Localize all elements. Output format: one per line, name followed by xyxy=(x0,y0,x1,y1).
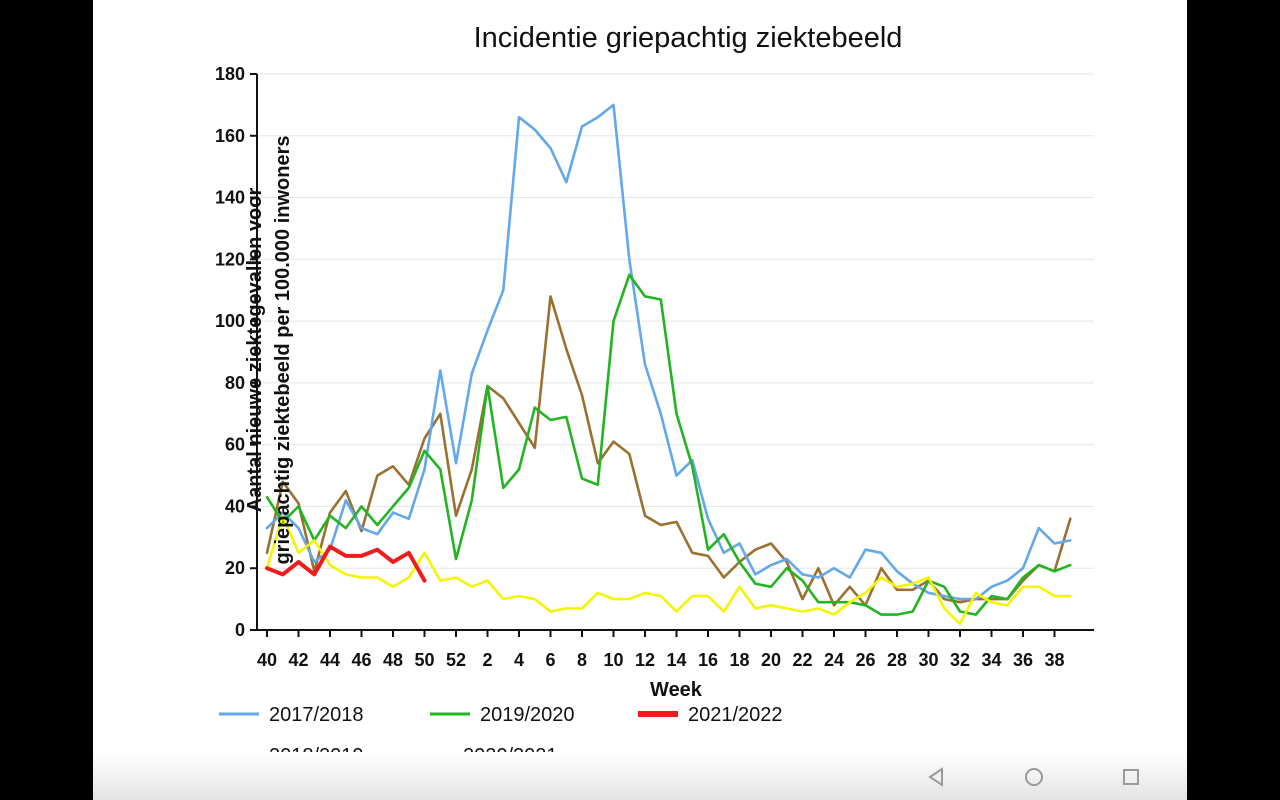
x-tick-label: 18 xyxy=(729,650,749,670)
chart: Incidentie griepachtig ziektebeeld 02040… xyxy=(215,22,1094,767)
x-tick-label: 24 xyxy=(824,650,844,670)
y-tick-label: 60 xyxy=(225,435,245,455)
x-tick-label: 16 xyxy=(698,650,718,670)
recents-icon[interactable] xyxy=(1111,764,1151,792)
y-tick-label: 20 xyxy=(225,558,245,578)
x-tick-label: 8 xyxy=(577,650,587,670)
x-tick-label: 38 xyxy=(1044,650,1064,670)
x-tick-label: 44 xyxy=(320,650,340,670)
series-layer xyxy=(265,103,1072,626)
x-axis-ticks: 40 42 44 46 48 50 52 2 4 6 8 10 12 14 16 18 20 22 24 26 28 30… xyxy=(257,630,1065,670)
home-icon[interactable] xyxy=(1014,764,1054,792)
grid xyxy=(257,73,1094,569)
y-tick-label: 100 xyxy=(215,311,245,331)
x-tick-label: 50 xyxy=(414,650,434,670)
y-tick-label: 180 xyxy=(215,64,245,84)
y-axis-label-line-2: griepachtig ziektebeeld per 100.000 inwo… xyxy=(272,135,294,564)
x-tick-label: 42 xyxy=(288,650,308,670)
y-axis-ticks: 0 20 40 60 80 100 120 140 160 180 xyxy=(215,64,257,640)
x-tick-label: 22 xyxy=(792,650,812,670)
x-tick-label: 34 xyxy=(981,650,1001,670)
x-tick-label: 12 xyxy=(635,650,655,670)
series-line-2018-2019 xyxy=(265,295,1072,607)
legend-label: 2019/2020 xyxy=(480,704,575,726)
y-tick-label: 40 xyxy=(225,496,245,516)
x-tick-label: 20 xyxy=(761,650,781,670)
y-tick-label: 140 xyxy=(215,188,245,208)
y-tick-label: 160 xyxy=(215,126,245,146)
screen: Incidentie griepachtig ziektebeeld 0 20 40… xyxy=(93,0,1187,800)
x-axis-label: Week xyxy=(650,679,703,701)
x-tick-label: 14 xyxy=(666,650,686,670)
chart-title: Incidentie griepachtig ziektebeeld xyxy=(474,22,903,54)
x-tick-label: 26 xyxy=(855,650,875,670)
legend-label: 2017/2018 xyxy=(269,704,364,726)
android-navigation-bar xyxy=(93,752,1187,800)
series-line-2020-2021 xyxy=(265,514,1072,626)
legend-label: 2021/2022 xyxy=(688,704,783,726)
y-tick-label: 80 xyxy=(225,373,245,393)
x-tick-label: 30 xyxy=(918,650,938,670)
x-tick-label: 4 xyxy=(514,650,524,670)
x-tick-label: 46 xyxy=(351,650,371,670)
x-tick-label: 2 xyxy=(482,650,492,670)
x-tick-label: 48 xyxy=(383,650,403,670)
series-line-2019-2020 xyxy=(265,273,1072,616)
series-line-2021-2022 xyxy=(265,544,427,583)
x-tick-label: 6 xyxy=(545,650,555,670)
x-tick-label: 32 xyxy=(950,650,970,670)
x-tick-label: 36 xyxy=(1013,650,1033,670)
x-tick-label: 10 xyxy=(603,650,623,670)
y-tick-label: 120 xyxy=(215,249,245,269)
back-icon[interactable] xyxy=(916,764,956,792)
y-axis-label-line-1: Aantal nieuwe ziektegevallen voor xyxy=(244,188,266,513)
x-tick-label: 52 xyxy=(446,650,466,670)
x-tick-label: 28 xyxy=(887,650,907,670)
x-tick-label: 40 xyxy=(257,650,277,670)
y-tick-label: 0 xyxy=(235,620,245,640)
